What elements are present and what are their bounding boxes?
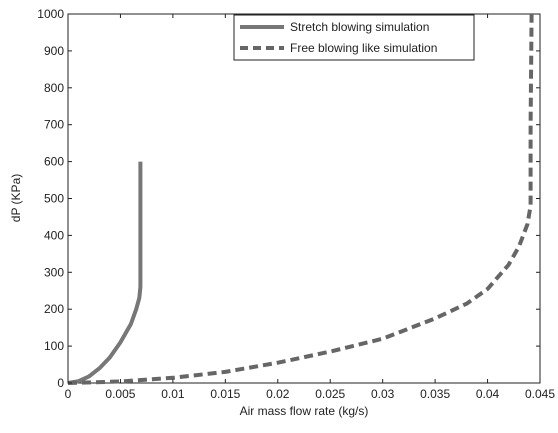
y-tick-label: 100 bbox=[44, 339, 64, 353]
x-tick-label: 0.02 bbox=[266, 387, 290, 401]
series-line-free-blowing bbox=[67, 13, 534, 385]
x-tick-label: 0.01 bbox=[161, 387, 185, 401]
x-tick-label: 0.005 bbox=[105, 387, 135, 401]
x-tick-label: 0.035 bbox=[420, 387, 450, 401]
y-tick-label: 800 bbox=[44, 81, 64, 95]
x-tick-label: 0.04 bbox=[476, 387, 500, 401]
legend-label-stretch: Stretch blowing simulation bbox=[290, 20, 429, 34]
y-tick-label: 500 bbox=[44, 192, 64, 206]
legend: Stretch blowing simulation Free blowing … bbox=[233, 14, 475, 61]
legend-box bbox=[233, 14, 475, 61]
y-axis-title: dP (KPa) bbox=[9, 174, 23, 222]
x-tick-label: 0 bbox=[65, 387, 72, 401]
y-tick-label: 400 bbox=[44, 228, 64, 242]
x-axis-title: Air mass flow rate (kg/s) bbox=[240, 404, 369, 418]
y-tick-label: 600 bbox=[44, 155, 64, 169]
y-tick-label: 700 bbox=[44, 118, 64, 132]
series-line-stretch-blowing bbox=[67, 161, 143, 385]
y-tick-label: 1000 bbox=[37, 7, 64, 21]
ticks-layer: 0 0.005 0.01 0.015 0.02 0.025 0.03 0.035 0.04 0.0… bbox=[37, 7, 555, 401]
y-tick-label: 900 bbox=[44, 44, 64, 58]
series-layer bbox=[67, 13, 534, 385]
legend-label-free: Free blowing like simulation bbox=[290, 41, 437, 55]
x-tick-label: 0.03 bbox=[371, 387, 395, 401]
x-tick-label: 0.025 bbox=[315, 387, 345, 401]
y-tick-label: 0 bbox=[57, 376, 64, 390]
y-tick-label: 300 bbox=[44, 265, 64, 279]
x-tick-label: 0.045 bbox=[525, 387, 555, 401]
x-tick-label: 0.015 bbox=[210, 387, 240, 401]
y-tick-label: 200 bbox=[44, 302, 64, 316]
